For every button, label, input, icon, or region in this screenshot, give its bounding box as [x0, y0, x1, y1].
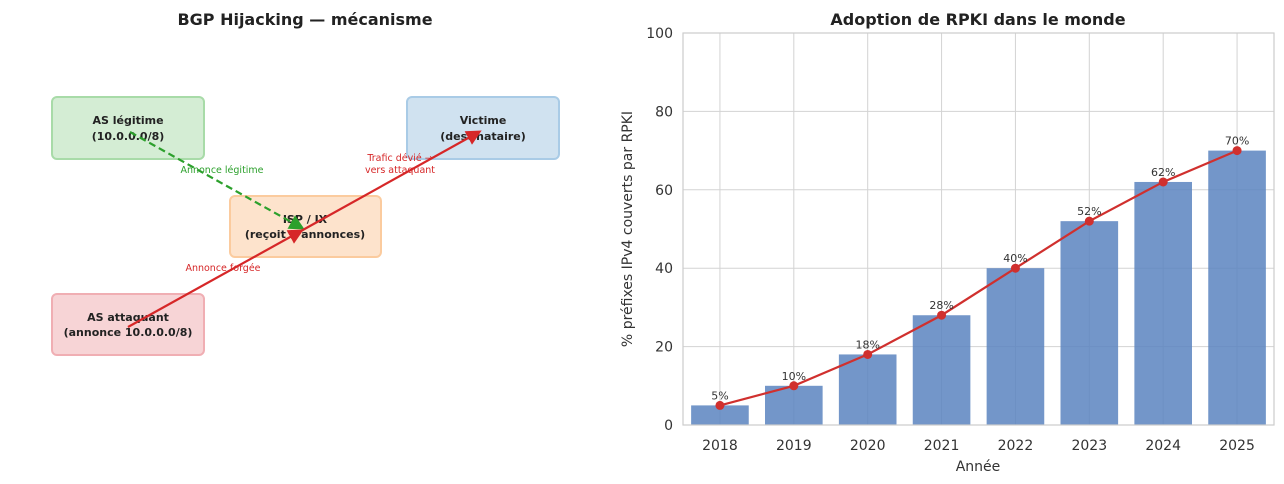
- x-tick-label: 2022: [998, 438, 1034, 454]
- node-attacker-line2: (annonce 10.0.0.0/8): [64, 326, 193, 339]
- edge-label-diverted-line2: vers attaquant: [365, 165, 435, 176]
- chart-title: Adoption de RPKI dans le monde: [830, 10, 1125, 29]
- bar: [1208, 150, 1266, 425]
- y-tick-label: 20: [655, 340, 673, 356]
- y-tick-label: 60: [655, 183, 673, 199]
- trend-point: [1232, 146, 1242, 156]
- data-label: 10%: [782, 370, 806, 383]
- node-isp-line2: (reçoit 2 annonces): [245, 228, 365, 241]
- x-tick-label: 2021: [924, 438, 960, 454]
- data-label: 52%: [1077, 205, 1101, 218]
- bar: [986, 268, 1045, 425]
- x-tick-label: 2020: [850, 438, 886, 454]
- x-tick-label: 2023: [1071, 438, 1107, 454]
- chart-line: [715, 146, 1242, 410]
- node-victim: Victime (destinataire): [406, 96, 560, 160]
- chart-frame: [682, 32, 1275, 426]
- x-tick-label: 2019: [776, 438, 812, 454]
- node-isp: ISP / IX (reçoit 2 annonces): [229, 195, 382, 258]
- node-victim-line1: Victime: [460, 114, 507, 127]
- rpki-chart: Adoption de RPKI dans le monde 5% 10% 18% 2…: [620, 10, 1275, 475]
- node-legit: AS légitime (10.0.0.0/8): [51, 96, 205, 160]
- bar: [912, 315, 971, 425]
- chart-ticks: 0 20 40 60 80 100 2018 2019 2020 2021 2022 2023 2024…: [646, 26, 1255, 454]
- y-axis-label: % préfixes IPv4 couverts par RPKI: [620, 111, 636, 347]
- node-victim-line2: (destinataire): [440, 130, 526, 143]
- node-attacker-box: [51, 293, 205, 356]
- edge-isp-to-victim: [300, 130, 482, 232]
- diagram-title: BGP Hijacking — mécanisme: [177, 10, 432, 29]
- trend-point: [789, 381, 799, 391]
- edge-label-diverted-line1: Trafic dévié →: [366, 153, 432, 164]
- chart-bars: [691, 150, 1266, 425]
- y-tick-label: 40: [655, 261, 673, 277]
- node-attacker: AS attaquant (annonce 10.0.0.0/8): [51, 293, 205, 356]
- trend-point: [1158, 177, 1168, 187]
- trend-point: [1084, 216, 1094, 226]
- data-label: 5%: [711, 389, 728, 402]
- bar: [691, 405, 749, 425]
- y-tick-label: 0: [664, 418, 673, 434]
- node-legit-box: [51, 96, 205, 160]
- x-tick-label: 2024: [1145, 438, 1181, 454]
- x-tick-label: 2018: [702, 438, 738, 454]
- edge-label-forged: Annonce forgée: [185, 263, 260, 274]
- trend-point: [1010, 263, 1020, 273]
- y-tick-label: 80: [655, 104, 673, 120]
- bar: [1134, 181, 1192, 425]
- x-tick-label: 2025: [1219, 438, 1255, 454]
- bar: [1060, 221, 1119, 425]
- data-label: 18%: [855, 338, 879, 351]
- node-attacker-line1: AS attaquant: [87, 311, 169, 324]
- trend-point: [715, 400, 725, 410]
- node-isp-box: [229, 195, 382, 258]
- node-victim-box: [406, 96, 560, 160]
- data-label: 28%: [929, 299, 953, 312]
- bar: [838, 354, 897, 425]
- bgp-diagram: BGP Hijacking — mécanisme AS légitime (1…: [51, 10, 560, 356]
- bar: [765, 385, 823, 425]
- node-legit-line1: AS légitime: [92, 114, 163, 127]
- trend-point: [937, 310, 947, 320]
- chart-data-labels: 5% 10% 18% 28% 40% 52% 62% 70%: [711, 135, 1249, 403]
- edge-attacker-to-isp: [127, 229, 304, 328]
- edge-label-legit: Annonce légitime: [180, 165, 263, 176]
- data-label: 40%: [1003, 252, 1027, 265]
- y-tick-label: 100: [646, 26, 673, 42]
- node-legit-line2: (10.0.0.0/8): [92, 130, 165, 143]
- data-label: 70%: [1225, 135, 1249, 148]
- x-axis-label: Année: [956, 459, 1001, 475]
- data-label: 62%: [1151, 166, 1175, 179]
- trend-point: [863, 349, 873, 359]
- trend-line: [719, 149, 1238, 407]
